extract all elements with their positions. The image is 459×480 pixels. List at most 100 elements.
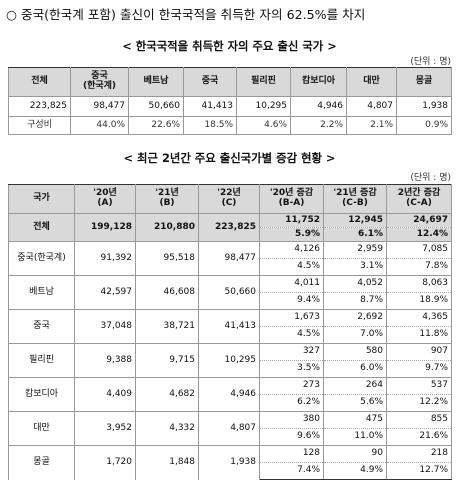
header-cell: 대만 [346, 67, 397, 97]
header-cell: 중국 [183, 67, 237, 97]
table-row: 몽골 1,720 1,848 1,938 128 90 218 [8, 445, 452, 480]
change-pct: 7.8% [386, 258, 452, 276]
change-pct: 6.0% [323, 360, 387, 378]
change-value: 12,945 [323, 213, 387, 228]
change-value: 8,063 [386, 275, 452, 293]
year-value: 42,597 [74, 275, 136, 310]
change-pct: 5.9% [259, 227, 324, 242]
change-value: 128 [259, 445, 324, 463]
change-pct: 9.6% [259, 428, 324, 446]
change-pct: 4.9% [323, 462, 387, 480]
table-row: 중국(한국계) 91,392 95,518 98,477 4,126 2,959 7,085 [8, 241, 452, 276]
nationality-origin-table: 전체 중국 (한국계) 베트남 중국 필리핀 캄보디아 대만 몽골 223,825 98,477 5… [8, 67, 452, 135]
change-value: 7,085 [386, 241, 452, 259]
change-pct: 11.8% [386, 326, 452, 344]
value-cell: 1,938 [396, 96, 452, 117]
change-by-country-table: 국가 '20년 (A) '21년 (B) '22년 (C) '20년 증감 (B-A) '21년 … [8, 184, 452, 480]
year-value: 38,721 [135, 309, 199, 344]
year-value: 98,477 [198, 241, 260, 276]
country-cell: 캄보디아 [8, 377, 75, 412]
change-value: 218 [386, 445, 452, 463]
header-cell: 베트남 [128, 67, 184, 97]
change-pct: 4.5% [259, 258, 324, 276]
country-cell: 필리핀 [8, 343, 75, 378]
country-cell: 중국 [8, 309, 75, 344]
year-value: 1,938 [198, 445, 260, 480]
change-pct: 6.1% [323, 227, 387, 242]
year-value: 41,413 [198, 309, 260, 344]
value-cell: 41,413 [183, 96, 237, 117]
table-row: 대만 3,952 4,332 4,807 380 475 855 [8, 411, 452, 446]
country-cell: 중국(한국계) [8, 241, 75, 276]
change-pct: 11.0% [323, 428, 387, 446]
year-value: 50,660 [198, 275, 260, 310]
country-cell: 전체 [8, 213, 75, 242]
table-row: 베트남 42,597 46,608 50,660 4,011 4,052 8,063 [8, 275, 452, 310]
change-pct: 21.6% [386, 428, 452, 446]
section1-title: < 한국국적을 취득한 자의 주요 출신 국가 > [122, 39, 337, 53]
change-value: 475 [323, 411, 387, 429]
change-value: 380 [259, 411, 324, 429]
share-cell: 2.2% [290, 116, 347, 135]
value-cell: 98,477 [70, 96, 129, 117]
change-pct: 18.9% [386, 292, 452, 310]
table-header-row: 국가 '20년 (A) '21년 (B) '22년 (C) '20년 증감 (B-A) '21년 … [8, 184, 452, 214]
change-value: 1,673 [259, 309, 324, 327]
change-pct: 3.1% [323, 258, 387, 276]
change-value: 11,752 [259, 213, 324, 228]
header-cell: '20년 증감 (B-A) [259, 184, 324, 214]
year-value: 95,518 [135, 241, 199, 276]
table-row-pct: 6.2% 5.6% 12.2% [9, 394, 452, 412]
headline: ○ 중국(한국계 포함) 출신이 한국국적을 취득한 자의 62.5%를 차지 [6, 7, 366, 22]
change-pct: 8.7% [323, 292, 387, 310]
header-cell: '21년 증감 (C-B) [323, 184, 387, 214]
year-value: 3,952 [74, 411, 136, 446]
table-row-pct: 3.5% 6.0% 9.7% [9, 360, 452, 378]
country-cell: 몽골 [8, 445, 75, 480]
header-cell: '20년 (A) [74, 184, 136, 214]
year-value: 91,392 [74, 241, 136, 276]
change-value: 4,365 [386, 309, 452, 327]
country-cell: 베트남 [8, 275, 75, 310]
header-cell: '22년 (C) [198, 184, 260, 214]
year-value: 210,880 [135, 213, 199, 242]
change-pct: 7.4% [259, 462, 324, 480]
change-pct: 12.4% [386, 227, 452, 242]
table-row: 필리핀 9,388 9,715 10,295 327 580 907 [8, 343, 452, 378]
section2-title: < 최근 2년간 주요 출신국가별 증감 현황 > [123, 151, 336, 165]
change-value: 24,697 [386, 213, 452, 228]
change-pct: 5.6% [323, 394, 387, 412]
year-value: 46,608 [135, 275, 199, 310]
change-value: 327 [259, 343, 324, 361]
table-row-pct: 4.5% 7.0% 11.8% [9, 326, 452, 344]
change-value: 2,959 [323, 241, 387, 259]
value-cell: 223,825 [8, 96, 71, 117]
change-pct: 9.4% [259, 292, 324, 310]
change-pct: 9.7% [386, 360, 452, 378]
table-row-pct: 9.4% 8.7% 18.9% [9, 292, 452, 310]
share-cell: 2.1% [346, 116, 397, 135]
change-pct: 4.5% [259, 326, 324, 344]
change-value: 2,692 [323, 309, 387, 327]
share-cell: 22.6% [128, 116, 184, 135]
table-row: 중국 37,048 38,721 41,413 1,673 2,692 4,365 [8, 309, 452, 344]
section2-unit: (단위 : 명) [410, 173, 451, 183]
table-row: 캄보디아 4,409 4,682 4,946 273 264 537 [8, 377, 452, 412]
year-value: 9,715 [135, 343, 199, 378]
share-cell: 18.5% [183, 116, 237, 135]
year-value: 4,332 [135, 411, 199, 446]
value-cell: 50,660 [128, 96, 184, 117]
change-pct: 6.2% [259, 394, 324, 412]
share-cell: 0.9% [396, 116, 452, 135]
change-value: 537 [386, 377, 452, 395]
year-value: 4,409 [74, 377, 136, 412]
year-value: 4,946 [198, 377, 260, 412]
table-row-pct: 5.9% 6.1% 12.4% [9, 227, 452, 242]
share-cell: 4.6% [236, 116, 291, 135]
value-cell: 4,946 [290, 96, 347, 117]
country-cell: 대만 [8, 411, 75, 446]
year-value: 37,048 [74, 309, 136, 344]
change-value: 273 [259, 377, 324, 395]
year-value: 1,848 [135, 445, 199, 480]
share-cell: 44.0% [70, 116, 129, 135]
